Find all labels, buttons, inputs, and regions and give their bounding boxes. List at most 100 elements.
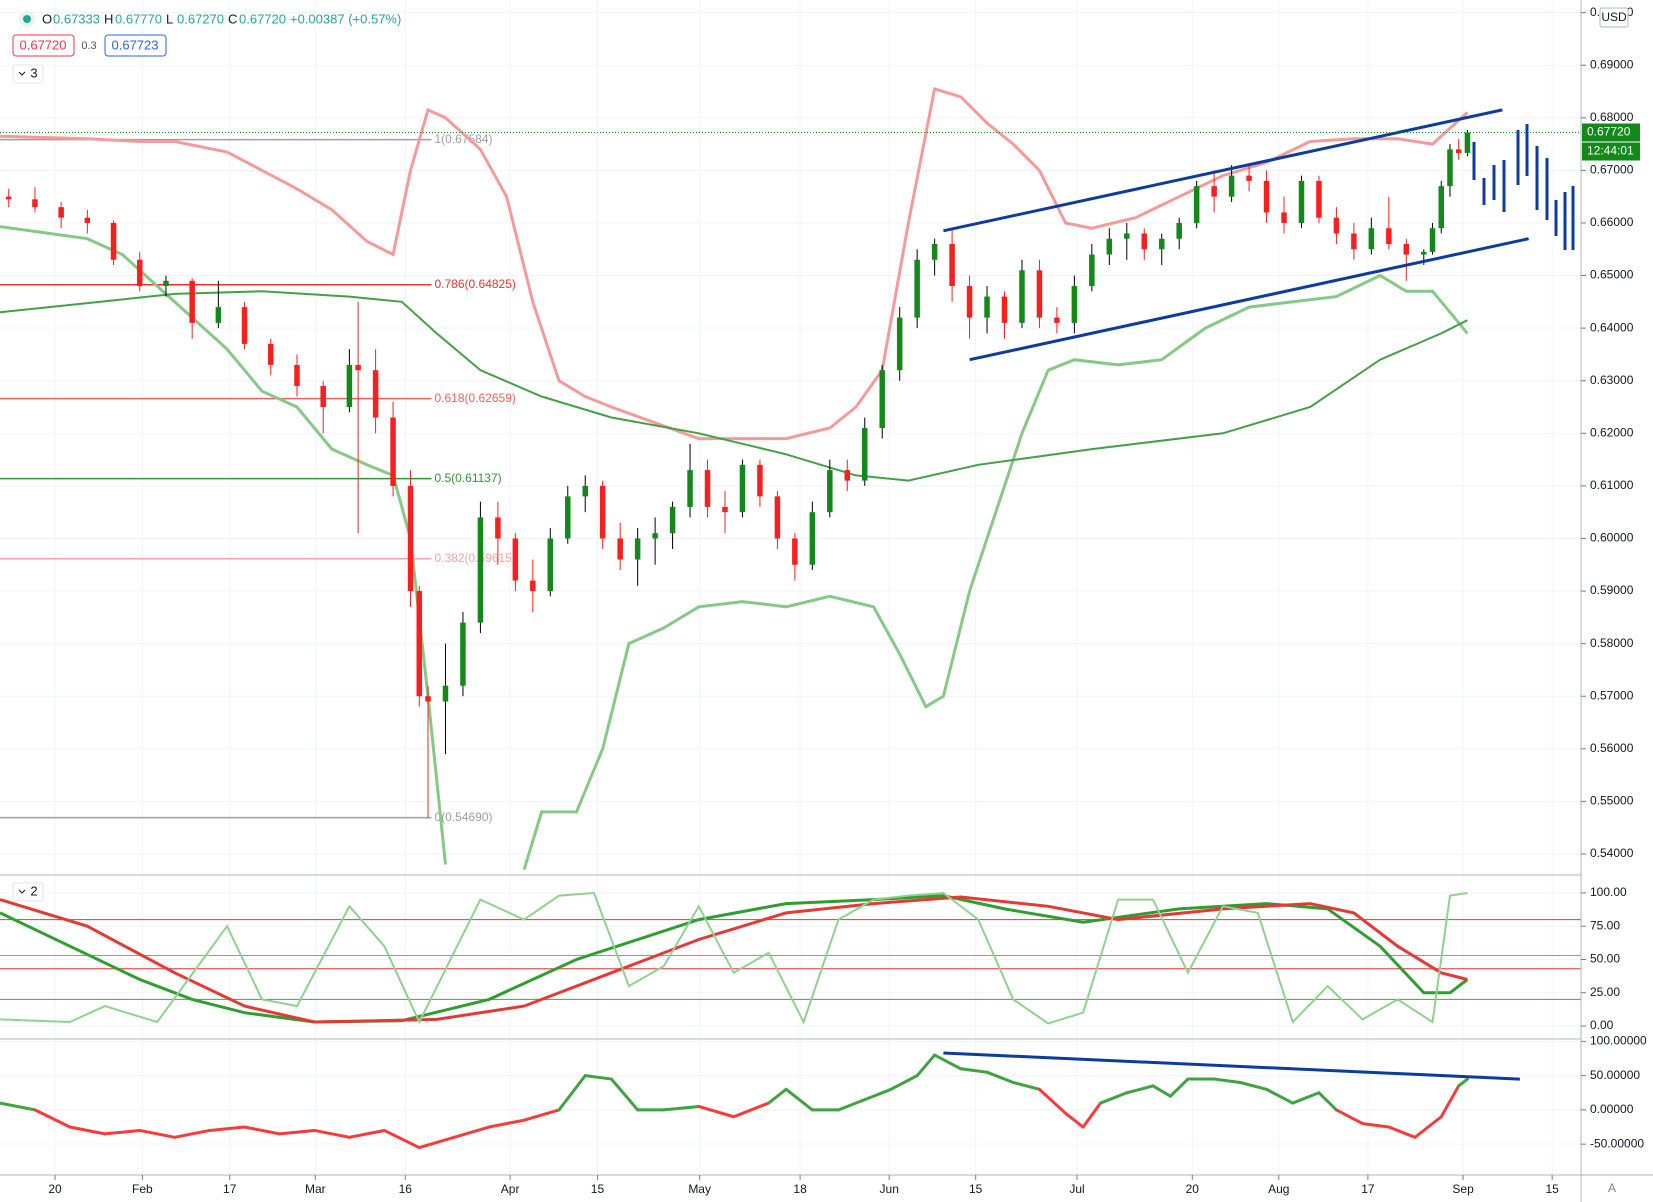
currency[interactable]: USD <box>1601 10 1627 24</box>
candle-body <box>1464 132 1471 153</box>
ask[interactable]: 0.67723 <box>112 37 159 52</box>
pane-toggle[interactable] <box>12 882 44 902</box>
candle-body <box>268 343 274 365</box>
candle-body <box>372 370 379 418</box>
band-line <box>0 86 1469 441</box>
candle-body <box>1386 228 1392 244</box>
y-tick-label: 0.69000 <box>1590 57 1634 71</box>
candle-body <box>547 538 554 592</box>
x-tick-label: 15 <box>969 1182 983 1196</box>
candle-body <box>1246 175 1252 181</box>
band-line <box>0 290 1468 482</box>
x-tick-label: 15 <box>1545 1182 1559 1196</box>
momentum-segment <box>1238 1080 1269 1091</box>
last-price-box <box>1582 123 1640 142</box>
candle-body <box>1455 149 1462 154</box>
momentum-segment <box>1212 1077 1242 1084</box>
grid <box>0 0 1581 1175</box>
momentum-segment <box>1037 1087 1068 1115</box>
x-tick-label: 15 <box>591 1182 605 1196</box>
candle-body <box>215 307 222 323</box>
candle-body <box>1281 212 1287 223</box>
candle-body <box>1124 233 1130 239</box>
candle-body <box>879 370 885 429</box>
candle-body <box>652 533 658 539</box>
trend-line <box>943 1051 1520 1081</box>
price-pane: 1(0.67584) 0.786(0.64825) 0.618(0.62659) 0.… <box>0 86 1581 871</box>
x-tick-label: Jul <box>1069 1182 1084 1196</box>
candle-body <box>809 512 816 565</box>
chevron[interactable] <box>18 71 26 76</box>
band-line <box>0 225 447 865</box>
pane-toggle[interactable] <box>12 64 44 84</box>
oscillator-line <box>0 891 1468 1025</box>
candle-body <box>1351 233 1357 250</box>
y-tick-label: 50.00 <box>1590 952 1620 966</box>
currency-box[interactable] <box>1599 7 1629 28</box>
oscillator-line <box>0 894 1469 1024</box>
momentum-segment <box>1081 1101 1103 1129</box>
momentum-segment <box>382 1128 421 1150</box>
momentum-segment <box>933 1053 963 1071</box>
bid-box[interactable] <box>12 34 75 57</box>
momentum-segment <box>1151 1084 1172 1098</box>
candle-body <box>189 280 195 323</box>
candle-body <box>1071 286 1078 323</box>
candle-body <box>1158 238 1165 250</box>
bid[interactable]: 0.67720 <box>20 37 67 52</box>
momentum-segment <box>609 1077 640 1112</box>
candle-body <box>530 580 536 592</box>
momentum-segment <box>889 1074 919 1091</box>
candle-body <box>163 280 169 287</box>
chevron[interactable] <box>18 889 26 894</box>
momentum-segment <box>1291 1091 1321 1105</box>
pane-label[interactable]: 2 <box>30 883 37 898</box>
momentum-segment <box>767 1087 788 1105</box>
scale-mode[interactable]: A <box>1608 1181 1616 1195</box>
y-tick-label: 0.56000 <box>1590 741 1634 755</box>
candle-body <box>739 464 746 513</box>
x-tick-label: Apr <box>501 1182 520 1196</box>
y-tick-label: 0.65000 <box>1590 268 1634 282</box>
momentum-segment <box>1334 1108 1365 1126</box>
momentum-segment <box>522 1108 561 1122</box>
candle-body <box>844 470 851 481</box>
candle-body <box>1054 317 1060 323</box>
candle-body <box>390 417 396 486</box>
momentum-segment <box>103 1128 142 1136</box>
fib-label: 0.618(0.62659) <box>434 391 515 405</box>
momentum-segment <box>1265 1087 1295 1105</box>
x-tick-label: 20 <box>48 1182 62 1196</box>
candle-body <box>477 517 484 623</box>
trend-line <box>943 108 1503 233</box>
y-tick-label: 100.00 <box>1590 885 1627 899</box>
candle-body <box>1403 243 1410 255</box>
x-tick-label: May <box>688 1182 711 1196</box>
momentum-segment <box>208 1125 247 1132</box>
countdown-box <box>1582 142 1640 161</box>
candle-body <box>32 199 38 208</box>
scale-mode-box[interactable] <box>1602 1178 1622 1198</box>
candle-body <box>565 496 571 539</box>
momentum-segment <box>1125 1084 1155 1095</box>
candle-body <box>687 470 693 507</box>
pane-label[interactable]: 3 <box>30 65 37 80</box>
y-tick-label: 0.61000 <box>1590 478 1634 492</box>
candle-body <box>704 470 711 507</box>
momentum-segment <box>347 1128 386 1139</box>
momentum-segment <box>1064 1111 1085 1129</box>
candle-body <box>1036 270 1043 318</box>
momentum-segment <box>784 1087 814 1112</box>
momentum-segment <box>1439 1084 1461 1119</box>
ask-box[interactable] <box>104 34 167 57</box>
trend-line <box>969 237 1529 362</box>
momentum-segment <box>1011 1080 1041 1091</box>
x-tick-label: 16 <box>399 1182 413 1196</box>
candle-body <box>582 485 588 497</box>
momentum-segment <box>173 1128 212 1139</box>
x-tick-label: Jun <box>880 1182 899 1196</box>
candle-body <box>425 696 431 702</box>
stochastic-pane <box>0 891 1581 1025</box>
